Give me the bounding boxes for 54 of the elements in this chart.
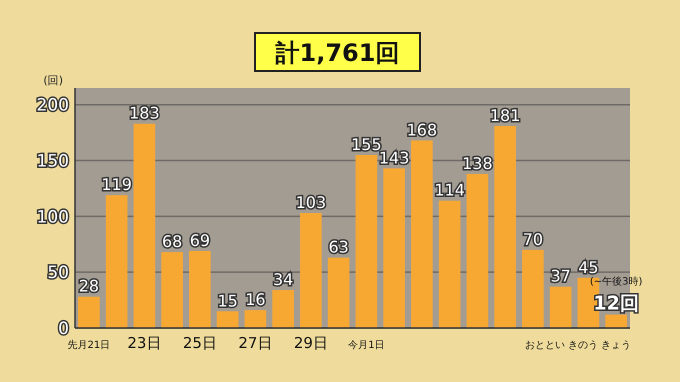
data-label: 16 xyxy=(245,290,266,310)
bar xyxy=(161,252,183,328)
data-label: 183 xyxy=(129,104,160,123)
annotation: (~午後3時) xyxy=(590,276,642,288)
bar xyxy=(189,250,211,328)
bar xyxy=(134,124,156,328)
data-label: 155 xyxy=(351,134,382,154)
data-label: 45 xyxy=(578,258,599,277)
x-tick-label: 今月1日 xyxy=(348,339,385,351)
bar xyxy=(300,213,322,328)
bar xyxy=(411,140,433,328)
data-label: 28 xyxy=(78,276,100,296)
bar xyxy=(328,258,350,328)
data-label: 114 xyxy=(434,180,465,200)
chart-title: 計1,761回 xyxy=(274,39,400,67)
data-label: 168 xyxy=(406,120,438,140)
data-label: 34 xyxy=(272,270,294,290)
data-label: 37 xyxy=(550,266,571,286)
data-label: 15 xyxy=(217,291,238,310)
bar xyxy=(605,314,627,328)
bar xyxy=(438,200,460,328)
bar xyxy=(272,290,294,328)
y-tick-label: 100 xyxy=(36,207,69,228)
y-tick-label: 150 xyxy=(36,152,69,172)
data-label: 103 xyxy=(296,193,326,212)
x-tick-label: おととい xyxy=(525,340,566,351)
bar xyxy=(522,250,544,328)
bar xyxy=(78,296,100,328)
bar xyxy=(244,310,266,328)
bar xyxy=(466,174,488,328)
data-label: 181 xyxy=(490,106,520,125)
x-tick-label: 先月21日 xyxy=(68,339,110,351)
data-label: 69 xyxy=(190,230,210,250)
y-tick-label: 200 xyxy=(36,96,69,116)
bar xyxy=(383,168,405,328)
data-label: 63 xyxy=(328,238,349,257)
x-tick-label: きょう xyxy=(601,340,632,351)
bar xyxy=(356,154,378,328)
y-axis-title: (回) xyxy=(43,74,63,87)
data-label: 119 xyxy=(101,175,132,194)
x-tick-label: きのう xyxy=(568,340,598,351)
y-tick-label: 0 xyxy=(58,319,69,339)
data-label: 70 xyxy=(522,230,544,249)
bar xyxy=(494,126,516,328)
bar xyxy=(550,286,572,328)
data-label: 68 xyxy=(162,232,182,252)
x-tick-label: 29日 xyxy=(294,334,328,352)
y-tick-label: 50 xyxy=(47,263,69,284)
x-tick-label: 25日 xyxy=(182,334,217,352)
bar xyxy=(216,311,238,328)
x-tick-label: 23日 xyxy=(127,334,162,352)
x-tick-label: 27日 xyxy=(238,334,272,352)
data-label: 138 xyxy=(462,154,493,173)
bar xyxy=(106,195,128,328)
